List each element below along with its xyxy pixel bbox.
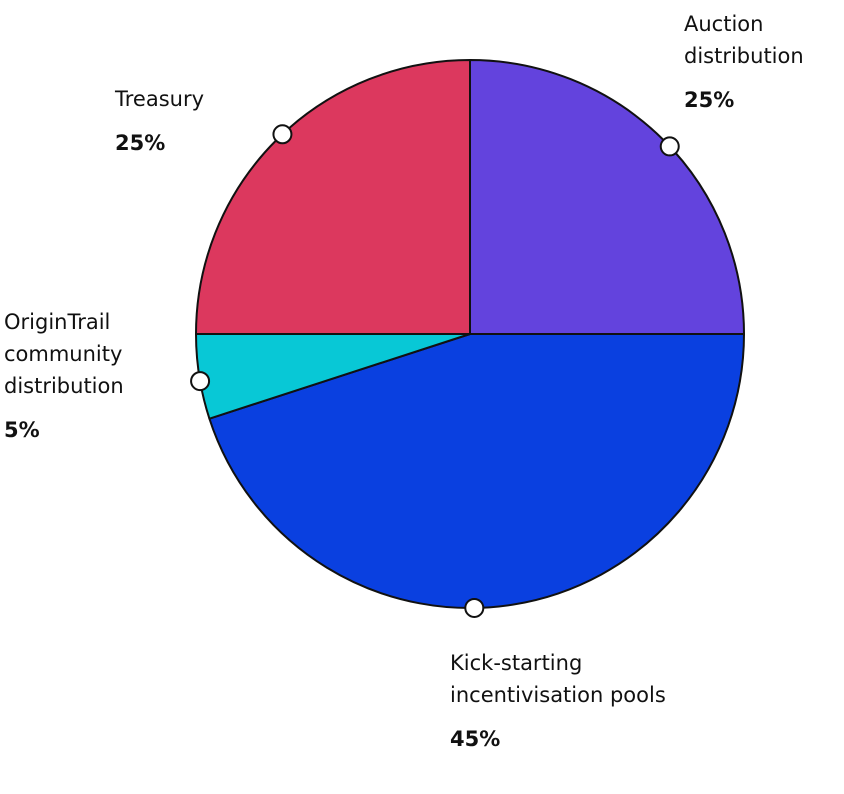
label-markers bbox=[190, 124, 680, 618]
slice-label-origintrail-community-distribution: OriginTrail community distribution 5% bbox=[4, 306, 124, 446]
pie-slice-treasury bbox=[195, 59, 471, 335]
slice-value: 25% bbox=[684, 88, 735, 112]
label-marker-dot bbox=[659, 136, 680, 157]
slice-label-kick-starting-incentivisation-pools: Kick-starting incentivisation pools 45% bbox=[450, 647, 666, 755]
slice-value: 45% bbox=[450, 727, 501, 751]
slice-label-auction-distribution: Auction distribution 25% bbox=[684, 8, 804, 116]
pie-slice-kick-starting-incentivisation-pools bbox=[208, 333, 745, 609]
label-marker-dot bbox=[190, 371, 211, 392]
slice-value: 5% bbox=[4, 418, 40, 442]
label-marker-dot bbox=[464, 597, 485, 618]
slice-label-treasury: Treasury 25% bbox=[115, 83, 204, 159]
slice-name: OriginTrail community distribution bbox=[4, 310, 124, 398]
slice-name: Auction distribution bbox=[684, 12, 804, 68]
label-marker-dot bbox=[272, 124, 293, 145]
slice-name: Treasury bbox=[115, 87, 205, 111]
slice-name: Kick-starting incentivisation pools bbox=[450, 651, 666, 707]
pie-slices bbox=[195, 59, 745, 609]
slice-value: 25% bbox=[115, 131, 166, 155]
